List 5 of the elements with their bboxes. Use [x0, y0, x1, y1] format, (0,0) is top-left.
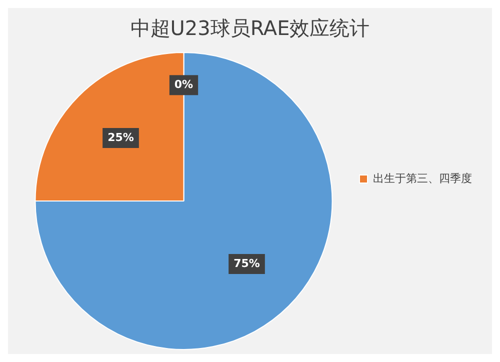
chart-title: 中超U23球员RAE效应统计 — [130, 16, 370, 40]
text: 0% — [174, 78, 194, 92]
legend-label: 出生于第三、四季度 — [373, 172, 472, 185]
data-label: 25% — [108, 130, 134, 144]
data-label: 75% — [234, 256, 260, 270]
